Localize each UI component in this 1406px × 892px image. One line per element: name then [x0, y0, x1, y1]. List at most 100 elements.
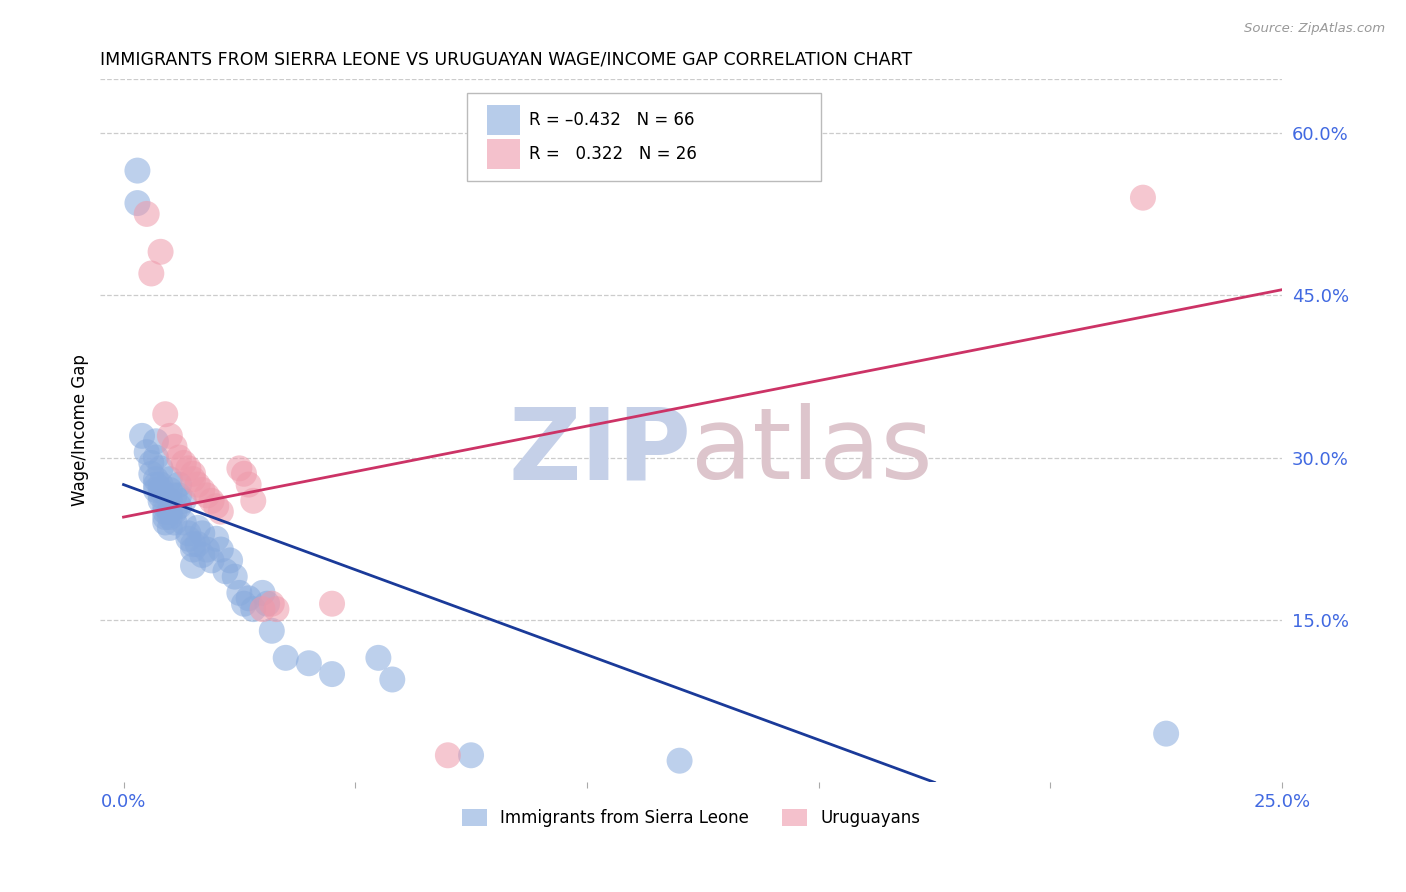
- Point: [141, 267, 163, 281]
- Point: [242, 493, 264, 508]
- Point: [159, 429, 181, 443]
- Point: [437, 748, 460, 763]
- Point: [266, 602, 288, 616]
- Point: [181, 542, 204, 557]
- Point: [238, 477, 260, 491]
- Point: [200, 553, 222, 567]
- Point: [177, 461, 200, 475]
- Point: [181, 472, 204, 486]
- Bar: [486, 139, 520, 169]
- Point: [1132, 191, 1154, 205]
- Point: [181, 558, 204, 573]
- Point: [187, 537, 209, 551]
- Point: [149, 493, 172, 508]
- Point: [181, 537, 204, 551]
- Point: [260, 624, 283, 638]
- Point: [228, 586, 250, 600]
- Point: [145, 434, 167, 449]
- Point: [155, 516, 177, 530]
- Point: [321, 597, 343, 611]
- Point: [177, 526, 200, 541]
- Text: IMMIGRANTS FROM SIERRA LEONE VS URUGUAYAN WAGE/INCOME GAP CORRELATION CHART: IMMIGRANTS FROM SIERRA LEONE VS URUGUAYA…: [100, 51, 912, 69]
- Text: R =   0.322   N = 26: R = 0.322 N = 26: [529, 145, 697, 163]
- Point: [209, 505, 232, 519]
- Point: [224, 569, 246, 583]
- Point: [155, 500, 177, 514]
- Legend: Immigrants from Sierra Leone, Uruguayans: Immigrants from Sierra Leone, Uruguayans: [456, 802, 928, 834]
- Text: R = –0.432   N = 66: R = –0.432 N = 66: [529, 112, 695, 129]
- Point: [155, 505, 177, 519]
- Point: [145, 483, 167, 497]
- Point: [200, 493, 222, 508]
- Point: [191, 483, 214, 497]
- Text: atlas: atlas: [692, 403, 932, 500]
- Point: [177, 532, 200, 546]
- Point: [173, 493, 195, 508]
- Point: [191, 548, 214, 562]
- Point: [149, 244, 172, 259]
- Text: Source: ZipAtlas.com: Source: ZipAtlas.com: [1244, 22, 1385, 36]
- Point: [149, 488, 172, 502]
- Point: [131, 429, 153, 443]
- FancyBboxPatch shape: [467, 93, 821, 180]
- Point: [159, 521, 181, 535]
- Point: [195, 488, 218, 502]
- Point: [219, 553, 242, 567]
- Point: [205, 500, 228, 514]
- Point: [298, 657, 321, 671]
- Point: [228, 461, 250, 475]
- Point: [252, 602, 274, 616]
- Point: [167, 450, 190, 465]
- Point: [163, 505, 186, 519]
- Point: [163, 440, 186, 454]
- Point: [381, 673, 404, 687]
- Point: [155, 407, 177, 421]
- Point: [159, 493, 181, 508]
- Point: [195, 542, 218, 557]
- Point: [256, 597, 278, 611]
- Point: [127, 196, 149, 211]
- Point: [191, 526, 214, 541]
- Point: [159, 483, 181, 497]
- Point: [260, 597, 283, 611]
- Point: [149, 483, 172, 497]
- Point: [155, 510, 177, 524]
- Point: [159, 505, 181, 519]
- Point: [167, 488, 190, 502]
- Point: [127, 163, 149, 178]
- Point: [135, 445, 157, 459]
- Point: [149, 477, 172, 491]
- Y-axis label: Wage/Income Gap: Wage/Income Gap: [72, 354, 89, 507]
- Point: [187, 477, 209, 491]
- Point: [233, 467, 256, 481]
- Point: [167, 477, 190, 491]
- Point: [209, 542, 232, 557]
- Point: [214, 564, 236, 578]
- Point: [167, 500, 190, 514]
- Point: [135, 207, 157, 221]
- Point: [460, 748, 482, 763]
- Point: [149, 461, 172, 475]
- Point: [252, 586, 274, 600]
- Point: [181, 467, 204, 481]
- Point: [1154, 726, 1177, 740]
- Point: [141, 467, 163, 481]
- Point: [668, 754, 690, 768]
- Point: [173, 516, 195, 530]
- Point: [159, 510, 181, 524]
- Point: [367, 650, 389, 665]
- Point: [145, 477, 167, 491]
- Point: [163, 488, 186, 502]
- Point: [187, 521, 209, 535]
- Point: [163, 516, 186, 530]
- Point: [242, 602, 264, 616]
- Point: [321, 667, 343, 681]
- Point: [145, 450, 167, 465]
- Point: [238, 591, 260, 606]
- Text: ZIP: ZIP: [509, 403, 692, 500]
- Point: [141, 456, 163, 470]
- Point: [274, 650, 297, 665]
- Point: [233, 597, 256, 611]
- Point: [173, 456, 195, 470]
- Bar: [486, 105, 520, 135]
